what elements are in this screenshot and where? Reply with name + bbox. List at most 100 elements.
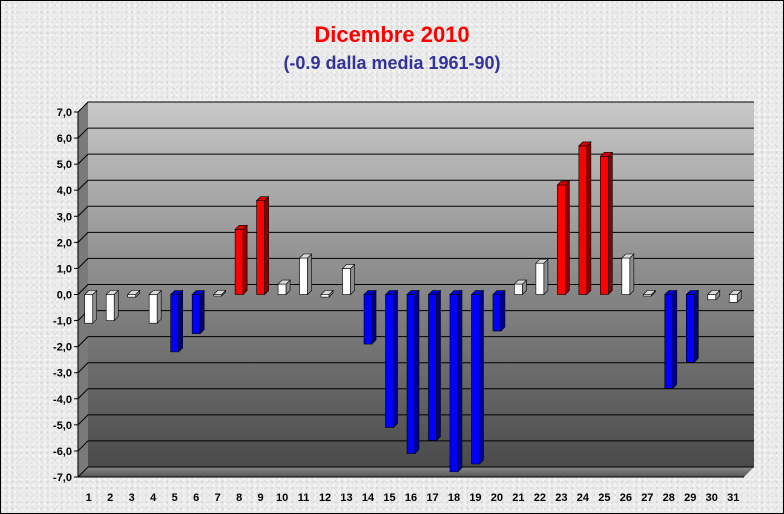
- x-tick-label: 11: [298, 492, 310, 504]
- bar-top: [320, 290, 334, 295]
- bar-face: [621, 257, 631, 295]
- bar-side: [178, 289, 183, 353]
- bar-top: [449, 290, 463, 295]
- bar-face: [406, 294, 416, 454]
- x-tick-label: 10: [276, 492, 288, 504]
- bar: [341, 263, 356, 296]
- gridline: [77, 440, 754, 452]
- x-tick-label: 30: [706, 492, 718, 504]
- bar: [277, 279, 291, 296]
- bar-face: [342, 268, 351, 295]
- y-tick-label: -7,0: [53, 472, 72, 484]
- bar-top: [513, 279, 528, 285]
- gridline: [77, 257, 754, 269]
- bar: [234, 224, 248, 296]
- bar-top: [126, 290, 141, 295]
- bar-side: [479, 289, 484, 465]
- bar-side: [672, 289, 678, 390]
- bar-side: [393, 289, 398, 429]
- bar-top: [148, 290, 162, 295]
- bar-top: [341, 264, 356, 269]
- bar: [578, 141, 592, 296]
- bar-top: [105, 290, 119, 295]
- bar-face: [449, 294, 459, 473]
- x-tick-label: 26: [620, 492, 632, 504]
- x-tick-label: 9: [258, 492, 264, 504]
- x-tick-label: 31: [727, 492, 739, 504]
- bar: [427, 289, 442, 442]
- bar-face: [320, 294, 330, 298]
- x-tick-label: 8: [236, 492, 242, 504]
- bar: [535, 258, 549, 296]
- bar: [685, 289, 700, 364]
- bar: [105, 289, 119, 322]
- bar-face: [148, 294, 158, 324]
- y-tick-label: -6,0: [53, 446, 72, 458]
- bar: [707, 289, 721, 301]
- y-tick-label: 1,0: [57, 263, 72, 275]
- bar-side: [543, 258, 549, 296]
- y-tick-label: 2,0: [57, 237, 72, 249]
- x-tick-label: 20: [491, 492, 503, 504]
- bar-face: [535, 262, 545, 295]
- y-tick-label: 0,0: [57, 290, 72, 302]
- bar: [728, 289, 742, 304]
- x-tick-label: 27: [641, 492, 653, 504]
- chart-title: Dicembre 2010: [314, 22, 470, 47]
- bar-face: [728, 294, 738, 303]
- bar-top: [664, 290, 678, 295]
- bar-top: [728, 290, 742, 295]
- bar-face: [256, 200, 265, 295]
- bar: [320, 289, 334, 298]
- x-tick-label: 29: [684, 492, 696, 504]
- bar-top: [277, 279, 291, 285]
- gridline: [77, 101, 754, 113]
- bar-side: [156, 289, 162, 324]
- y-tick-label: -2,0: [53, 342, 72, 354]
- bar-face: [471, 294, 480, 465]
- bar-top: [556, 180, 571, 186]
- x-tick-label: 21: [512, 492, 524, 504]
- bar-face: [428, 294, 437, 441]
- x-tick-label: 22: [534, 492, 546, 504]
- x-tick-label: 19: [469, 492, 481, 504]
- x-tick-label: 2: [107, 492, 113, 504]
- bar: [191, 289, 205, 335]
- bar: [513, 279, 528, 296]
- y-tick-label: 3,0: [57, 211, 72, 223]
- bar-side: [371, 289, 377, 345]
- bar-top: [169, 290, 184, 295]
- chart-subtitle: (-0.9 dalla media 1961-90): [283, 53, 501, 73]
- bar: [384, 289, 399, 429]
- x-tick-label: 14: [362, 492, 375, 504]
- x-tick-label: 12: [319, 492, 331, 504]
- bar: [406, 289, 420, 455]
- x-tick-label: 28: [663, 492, 675, 504]
- x-tick-label: 13: [340, 492, 352, 504]
- bar-top: [685, 290, 700, 295]
- x-tick-label: 15: [383, 492, 395, 504]
- gridline: [77, 388, 754, 400]
- gridline: [77, 362, 754, 374]
- bar-side: [113, 289, 119, 322]
- bar: [470, 289, 485, 465]
- x-tick-label: 23: [555, 492, 567, 504]
- y-tick-label: -4,0: [53, 394, 72, 406]
- bar: [492, 289, 506, 332]
- x-tick-label: 7: [215, 492, 221, 504]
- y-tick-label: -1,0: [53, 316, 72, 328]
- bar-top: [212, 290, 227, 295]
- x-tick-label: 1: [86, 492, 92, 504]
- gridline: [77, 127, 754, 139]
- x-tick-label: 4: [150, 492, 157, 504]
- y-tick-label: 5,0: [57, 159, 72, 171]
- bar-side: [457, 289, 463, 473]
- bar: [148, 289, 162, 324]
- bar: [599, 151, 614, 296]
- bar-top: [84, 290, 98, 295]
- bar-side: [608, 151, 613, 296]
- bar: [642, 289, 657, 297]
- x-tick-label: 17: [426, 492, 438, 504]
- bar-face: [127, 294, 137, 298]
- bar-side: [500, 289, 506, 332]
